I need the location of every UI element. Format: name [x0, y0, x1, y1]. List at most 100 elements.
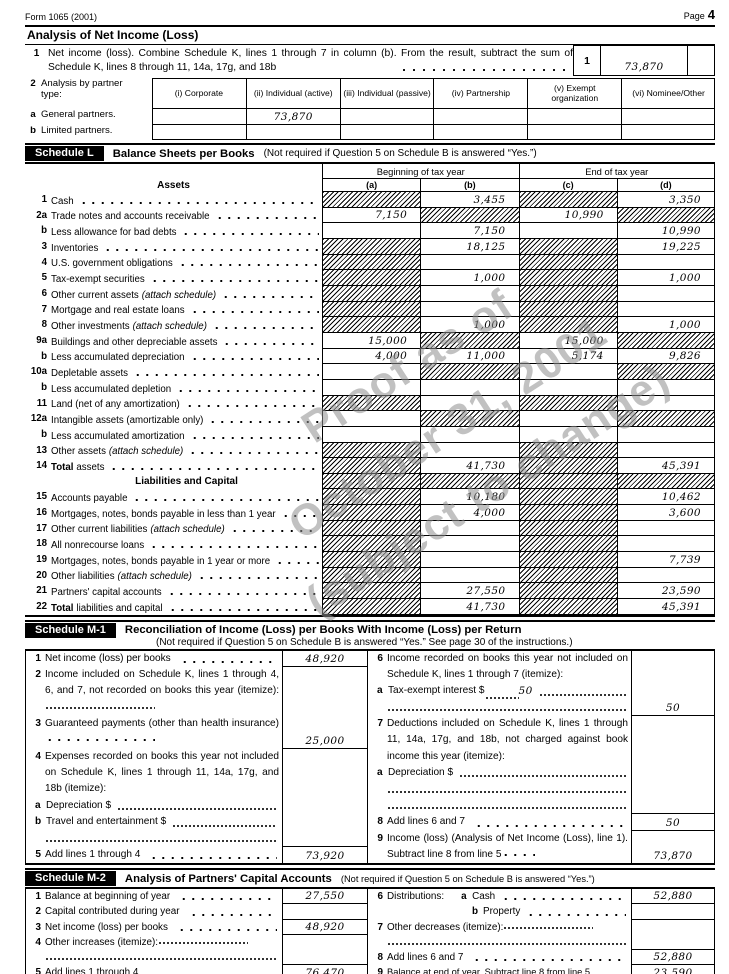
amount-cell-a[interactable]: [322, 505, 421, 521]
amount-cell-c[interactable]: [518, 411, 617, 427]
amount-cell-d[interactable]: 3,600: [616, 505, 715, 521]
amount-cell-d[interactable]: [616, 364, 715, 380]
amount-cell-d[interactable]: [616, 411, 715, 427]
amount-cell-b[interactable]: [420, 254, 519, 271]
m2-line-9-amount[interactable]: 23,590: [631, 965, 714, 974]
amount-cell-b[interactable]: [420, 301, 519, 318]
m2-line-1-amount[interactable]: 27,550: [282, 889, 367, 905]
amount-cell-a[interactable]: [322, 395, 421, 412]
itemize-line[interactable]: [387, 699, 627, 717]
m2-line-6a-amount[interactable]: 52,880: [631, 889, 714, 905]
general-partners-cell-i[interactable]: [152, 109, 246, 125]
amount-cell-a[interactable]: [322, 238, 421, 255]
amount-cell-d[interactable]: 45,391: [616, 458, 715, 474]
amount-cell-c[interactable]: [518, 552, 617, 568]
amount-cell-b[interactable]: 11,000: [420, 348, 519, 365]
amount-cell-b[interactable]: 1,000: [420, 317, 519, 333]
amount-cell-c[interactable]: [518, 192, 617, 208]
amount-cell-a[interactable]: 15,000: [322, 332, 421, 349]
amount-cell-d[interactable]: [616, 395, 715, 412]
m2-line-7-amount[interactable]: [631, 919, 714, 950]
m2-line-2-amount[interactable]: [282, 904, 367, 920]
amount-cell-c[interactable]: [518, 458, 617, 474]
general-partners-cell-iv[interactable]: [433, 109, 528, 125]
general-partners-cell-iii[interactable]: [339, 109, 434, 125]
amount-cell-c[interactable]: [518, 567, 617, 584]
m1-line-5-amount[interactable]: 73,920: [282, 846, 367, 864]
m2-line-6b-amount[interactable]: [631, 904, 714, 920]
amount-cell-a[interactable]: [322, 317, 421, 333]
itemize-line[interactable]: [503, 923, 594, 930]
amount-cell-a[interactable]: 7,150: [322, 207, 421, 224]
amount-cell-c[interactable]: [518, 426, 617, 443]
amount-cell-b[interactable]: [420, 285, 519, 302]
amount-cell-b[interactable]: [420, 536, 519, 553]
amount-cell-d[interactable]: 10,462: [616, 489, 715, 506]
m1-line-7-amount[interactable]: [631, 716, 714, 815]
amount-cell-b[interactable]: 41,730: [420, 458, 519, 474]
itemize-line[interactable]: [387, 797, 627, 815]
amount-cell-c[interactable]: [518, 599, 617, 615]
limited-partners-cell-i[interactable]: [152, 125, 246, 141]
amount-cell-b[interactable]: [420, 426, 519, 443]
amount-cell-b[interactable]: [420, 395, 519, 412]
amount-cell-c[interactable]: [518, 301, 617, 318]
amount-cell-b[interactable]: [420, 567, 519, 584]
amount-cell-b[interactable]: 1,000: [420, 270, 519, 286]
m1-line-6-amount[interactable]: 50: [631, 650, 714, 717]
amount-cell-c[interactable]: [518, 395, 617, 412]
amount-cell-b[interactable]: [420, 520, 519, 537]
amount-cell-c[interactable]: [518, 254, 617, 271]
general-partners-cell-vi[interactable]: [621, 109, 715, 125]
m1-line-8-amount[interactable]: 50: [631, 814, 714, 831]
itemize-line[interactable]: [45, 703, 155, 710]
amount-cell-b[interactable]: 10,180: [420, 489, 519, 506]
amount-cell-d[interactable]: 1,000: [616, 270, 715, 286]
amount-cell-c[interactable]: [518, 489, 617, 506]
amount-cell-a[interactable]: [322, 552, 421, 568]
amount-cell-d[interactable]: [616, 567, 715, 584]
amount-cell-c[interactable]: 5,174: [518, 348, 617, 365]
amount-cell-d[interactable]: [616, 442, 715, 459]
m1-line-1-amount[interactable]: 48,920: [282, 650, 367, 668]
amount-cell-d[interactable]: 23,590: [616, 583, 715, 600]
amount-cell-c[interactable]: [518, 583, 617, 600]
itemize-line[interactable]: [459, 772, 626, 779]
limited-partners-cell-iv[interactable]: [433, 124, 527, 140]
amount-cell-c[interactable]: [518, 379, 617, 396]
itemize-line[interactable]: [158, 938, 249, 945]
amount-cell-b[interactable]: 3,455: [420, 192, 519, 208]
amount-cell-c[interactable]: [518, 285, 617, 302]
amount-cell-a[interactable]: [322, 223, 421, 239]
amount-cell-a[interactable]: [322, 285, 421, 302]
m1-line-9-amount[interactable]: 73,870: [631, 830, 714, 864]
amount-cell-c[interactable]: 10,990: [518, 207, 617, 224]
amount-cell-a[interactable]: [322, 599, 421, 615]
amount-cell-b[interactable]: 18,125: [420, 238, 519, 255]
amount-cell-c[interactable]: [518, 505, 617, 521]
amount-cell-b[interactable]: [420, 552, 519, 568]
amount-cell-a[interactable]: [322, 254, 421, 271]
itemize-line[interactable]: [45, 830, 278, 847]
amount-cell-d[interactable]: 1,000: [616, 317, 715, 333]
amount-cell-b[interactable]: 4,000: [420, 505, 519, 521]
amount-cell-d[interactable]: [616, 332, 715, 349]
amount-cell-a[interactable]: [322, 520, 421, 537]
amount-cell-a[interactable]: [322, 364, 421, 380]
amount-cell-d[interactable]: [616, 426, 715, 443]
amount-cell-a[interactable]: [322, 426, 421, 443]
amount-cell-d[interactable]: [616, 207, 715, 224]
m1-line-4-amount[interactable]: [282, 748, 367, 847]
amount-cell-b[interactable]: [420, 379, 519, 396]
amount-cell-b[interactable]: [420, 411, 519, 427]
itemize-line[interactable]: [484, 693, 519, 700]
m1-line-2-amount[interactable]: [282, 667, 367, 717]
amount-cell-d[interactable]: [616, 379, 715, 396]
limited-partners-cell-v[interactable]: [527, 124, 621, 140]
limited-partners-cell-iii[interactable]: [339, 124, 434, 140]
amount-cell-a[interactable]: [322, 489, 421, 506]
general-partners-cell-v[interactable]: [527, 109, 622, 125]
amount-cell-a[interactable]: [322, 567, 421, 584]
amount-cell-a[interactable]: [322, 301, 421, 318]
limited-partners-cell-ii[interactable]: [245, 124, 340, 140]
